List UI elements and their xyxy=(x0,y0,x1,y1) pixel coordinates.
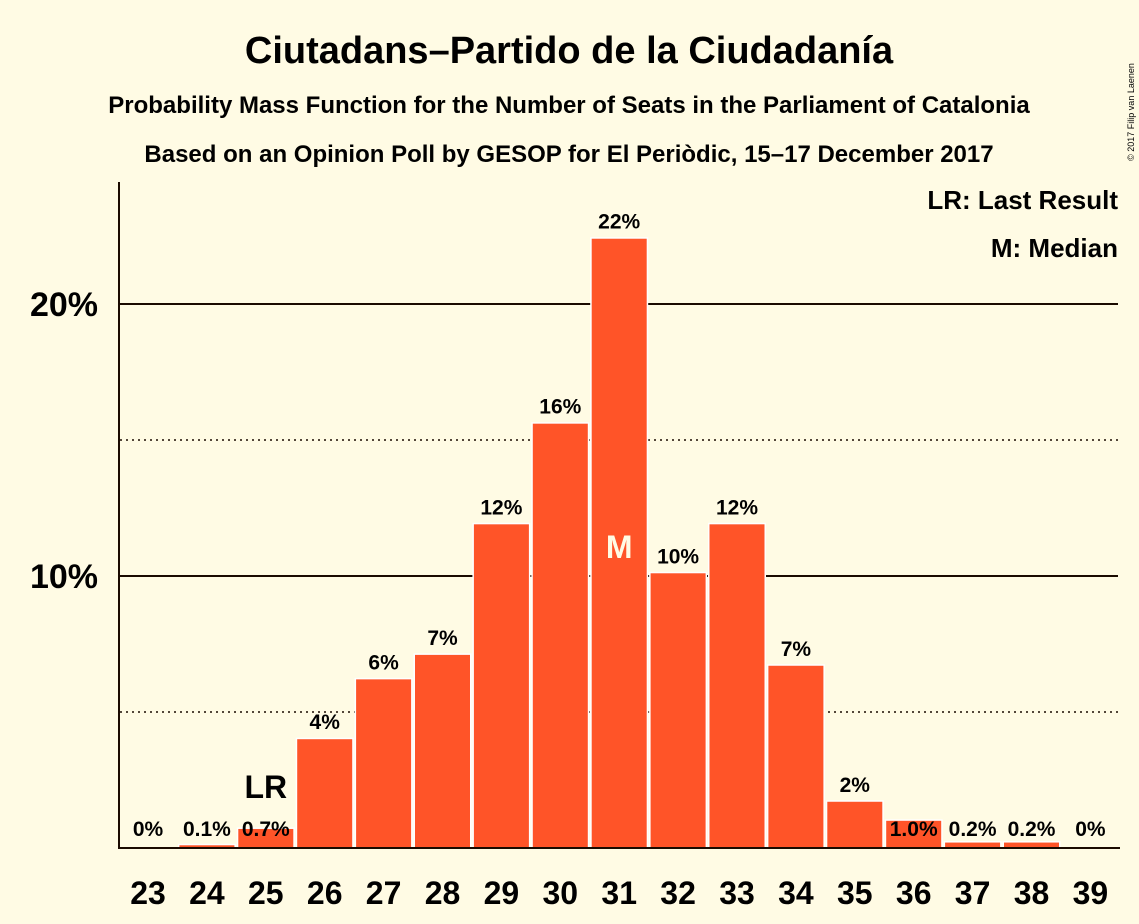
x-tick-label-34: 34 xyxy=(778,875,814,911)
bar-seat-24 xyxy=(179,845,235,848)
bar-seat-26 xyxy=(297,739,353,848)
last-result-marker: LR xyxy=(244,769,287,805)
chart-subtitle-2: Based on an Opinion Poll by GESOP for El… xyxy=(144,141,993,168)
value-label-30: 16% xyxy=(539,396,581,419)
x-tick-label-33: 33 xyxy=(719,875,755,911)
legend-last-result: LR: Last Result xyxy=(927,185,1118,215)
value-label-23: 0% xyxy=(133,818,164,841)
x-tick-label-28: 28 xyxy=(425,875,461,911)
bar-seat-33 xyxy=(709,524,765,848)
value-label-38: 0.2% xyxy=(1008,818,1056,841)
value-label-27: 6% xyxy=(368,651,399,674)
bar-seat-35 xyxy=(827,801,883,848)
value-label-37: 0.2% xyxy=(949,818,997,841)
value-label-28: 7% xyxy=(427,627,458,650)
value-label-31: 22% xyxy=(598,211,640,234)
x-axis-ticks: 23 24 25 26 27 28 29 30 31 32 33 34 35 36 37 38 39 xyxy=(130,875,1108,911)
y-tick-label: 10% xyxy=(30,558,98,596)
value-label-33: 12% xyxy=(716,496,758,519)
value-label-29: 12% xyxy=(480,496,522,519)
bars xyxy=(177,237,1061,849)
value-label-26: 4% xyxy=(310,711,341,734)
x-tick-label-32: 32 xyxy=(660,875,696,911)
value-labels: 0% 0.1% 0.7% 4% 6% 7% 12% 16% 22% 10% 12% 7% 2% 1.0% 0… xyxy=(133,211,1106,841)
bar-seat-34 xyxy=(768,665,824,848)
x-tick-label-35: 35 xyxy=(837,875,873,911)
bar-seat-27 xyxy=(356,679,412,848)
value-label-36: 1.0% xyxy=(890,818,938,841)
median-marker: M xyxy=(606,529,633,565)
y-axis-ticks: 10% 20% xyxy=(30,286,98,596)
bar-seat-29 xyxy=(473,524,529,848)
x-tick-label-37: 37 xyxy=(955,875,991,911)
value-label-39: 0% xyxy=(1075,818,1106,841)
value-label-34: 7% xyxy=(781,638,812,661)
bar-seat-38 xyxy=(1004,842,1059,848)
bar-seat-25 xyxy=(238,828,294,848)
chart-subtitle-1: Probability Mass Function for the Number… xyxy=(108,92,1030,119)
x-tick-label-38: 38 xyxy=(1014,875,1050,911)
x-tick-label-36: 36 xyxy=(896,875,932,911)
x-tick-label-25: 25 xyxy=(248,875,284,911)
x-tick-label-26: 26 xyxy=(307,875,343,911)
value-label-32: 10% xyxy=(657,545,699,568)
x-tick-label-23: 23 xyxy=(130,875,166,911)
x-tick-label-24: 24 xyxy=(189,875,225,911)
bar-seat-31 xyxy=(591,238,647,849)
bar-seat-28 xyxy=(415,654,470,848)
chart-title: Ciutadans–Partido de la Ciudadanía xyxy=(245,30,894,72)
x-tick-label-29: 29 xyxy=(484,875,520,911)
x-tick-label-39: 39 xyxy=(1073,875,1109,911)
x-tick-label-31: 31 xyxy=(601,875,637,911)
markers: LR M xyxy=(244,529,632,805)
x-tick-label-27: 27 xyxy=(366,875,402,911)
copyright-note: © 2017 Filip van Laenen xyxy=(1126,63,1136,161)
value-label-24: 0.1% xyxy=(183,818,231,841)
bar-seat-32 xyxy=(650,573,706,848)
legend-median: M: Median xyxy=(991,233,1118,263)
value-label-35: 2% xyxy=(840,774,871,797)
x-tick-label-30: 30 xyxy=(543,875,579,911)
bar-seat-30 xyxy=(532,423,588,848)
bar-seat-37 xyxy=(945,842,1001,848)
value-label-25: 0.7% xyxy=(242,818,290,841)
bar-seat-36 xyxy=(886,820,942,848)
y-tick-label: 20% xyxy=(30,286,98,324)
